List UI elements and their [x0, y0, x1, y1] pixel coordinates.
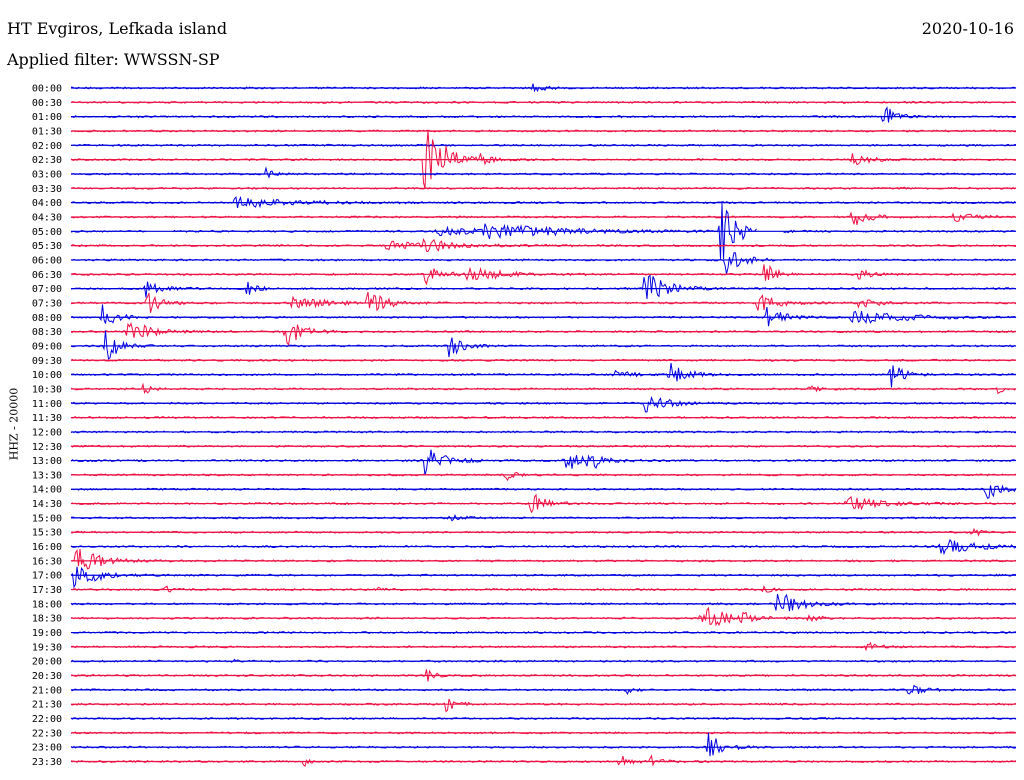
row-time-label: 12:00 — [32, 427, 62, 438]
row-time-label: 14:00 — [32, 485, 62, 496]
row-time-label: 21:30 — [32, 700, 62, 711]
row-time-label: 17:00 — [32, 571, 62, 582]
row-time-label: 10:00 — [32, 370, 62, 381]
station-title: HT Evgiros, Lefkada island — [7, 19, 228, 38]
row-time-label: 22:30 — [32, 728, 62, 739]
row-time-label: 07:30 — [32, 298, 62, 309]
row-time-label: 10:30 — [32, 384, 62, 395]
trace-row-1830 — [70, 606, 1017, 627]
trace-row-1330 — [70, 471, 1017, 482]
row-time-label: 02:00 — [32, 141, 62, 152]
row-time-label: 04:00 — [32, 198, 62, 209]
trace-row-0000 — [71, 83, 1017, 93]
date-label: 2020-10-16 — [921, 19, 1014, 38]
trace-row-0700 — [70, 274, 1017, 300]
row-time-label: 17:30 — [32, 585, 62, 596]
row-time-label: 01:00 — [32, 112, 62, 123]
row-time-label: 09:30 — [32, 356, 62, 367]
row-time-label: 18:00 — [32, 599, 62, 610]
row-time-label: 16:00 — [32, 542, 62, 553]
row-time-label: 15:30 — [32, 528, 62, 539]
row-time-label: 04:30 — [32, 212, 62, 223]
row-time-label: 06:30 — [32, 270, 62, 281]
trace-row-1300 — [70, 449, 1017, 476]
row-time-label: 20:30 — [32, 671, 62, 682]
trace-row-0900 — [70, 330, 1017, 360]
row-time-label: 11:00 — [32, 399, 62, 410]
row-time-label: 13:00 — [32, 456, 62, 467]
row-time-label: 08:30 — [32, 327, 62, 338]
row-time-label: 15:00 — [32, 513, 62, 524]
row-time-label: 08:00 — [32, 313, 62, 324]
row-time-label: 00:30 — [32, 98, 62, 109]
trace-row-0430 — [70, 211, 1017, 225]
row-time-label: 23:30 — [32, 757, 62, 768]
trace-row-0100 — [70, 106, 1017, 123]
row-time-label: 01:30 — [32, 126, 62, 137]
trace-row-1630 — [70, 549, 1017, 570]
trace-row-0830 — [70, 322, 1017, 347]
row-time-label: 16:30 — [32, 556, 62, 567]
row-time-label: 22:00 — [32, 714, 62, 725]
row-time-label: 12:30 — [32, 442, 62, 453]
trace-row-0730 — [70, 291, 1017, 313]
row-time-label: 11:30 — [32, 413, 62, 424]
row-time-label: 20:00 — [32, 657, 62, 668]
trace-row-2300 — [70, 732, 1017, 757]
trace-row-0300 — [70, 166, 1017, 179]
row-time-label: 02:30 — [32, 155, 62, 166]
row-time-label: 14:30 — [32, 499, 62, 510]
row-time-label: 13:30 — [32, 470, 62, 481]
trace-row-1700 — [70, 566, 1017, 589]
trace-row-1000 — [70, 362, 1017, 388]
trace-row-1100 — [70, 395, 1017, 413]
row-time-label: 06:00 — [32, 255, 62, 266]
row-time-label: 19:00 — [32, 628, 62, 639]
row-time-label: 03:00 — [32, 169, 62, 180]
row-time-label: 07:00 — [32, 284, 62, 295]
trace-row-1400 — [70, 484, 1017, 499]
filter-label: Applied filter: WWSSN-SP — [7, 50, 220, 69]
row-time-label: 18:30 — [32, 614, 62, 625]
trace-row-1800 — [70, 593, 1017, 612]
row-time-label: 19:30 — [32, 642, 62, 653]
trace-row-2130 — [70, 698, 1017, 713]
row-time-label: 23:00 — [32, 743, 62, 754]
row-time-label: 05:00 — [32, 227, 62, 238]
row-time-label: 03:30 — [32, 184, 62, 195]
row-time-label: 09:00 — [32, 341, 62, 352]
trace-row-0800 — [70, 304, 1017, 327]
row-time-label: 05:30 — [32, 241, 62, 252]
trace-row-0600 — [70, 252, 1016, 275]
row-time-label: 21:00 — [32, 685, 62, 696]
row-time-label: 00:00 — [32, 84, 62, 95]
